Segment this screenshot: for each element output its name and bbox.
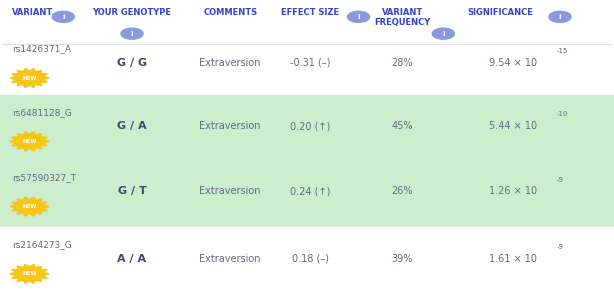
Text: NEW: NEW bbox=[22, 204, 37, 209]
Text: 1.61 × 10: 1.61 × 10 bbox=[489, 254, 537, 263]
Text: G / T: G / T bbox=[118, 186, 146, 196]
Text: Extraversion: Extraversion bbox=[200, 58, 261, 68]
Text: YOUR GENOTYPE: YOUR GENOTYPE bbox=[93, 8, 171, 17]
Text: i: i bbox=[559, 14, 561, 20]
Text: Extraversion: Extraversion bbox=[200, 254, 261, 263]
Text: 26%: 26% bbox=[391, 186, 413, 196]
Text: Extraversion: Extraversion bbox=[200, 186, 261, 196]
Text: Extraversion: Extraversion bbox=[200, 121, 261, 131]
Text: COMMENTS: COMMENTS bbox=[203, 8, 257, 17]
Text: NEW: NEW bbox=[22, 271, 37, 276]
Text: 45%: 45% bbox=[391, 121, 413, 131]
FancyBboxPatch shape bbox=[0, 95, 614, 162]
Text: -9: -9 bbox=[557, 244, 564, 250]
Text: VARIANT: VARIANT bbox=[12, 8, 53, 17]
Polygon shape bbox=[10, 69, 49, 88]
Text: 0.18 (–): 0.18 (–) bbox=[292, 254, 328, 263]
Polygon shape bbox=[10, 197, 49, 216]
Text: EFFECT SIZE: EFFECT SIZE bbox=[281, 8, 339, 17]
Text: i: i bbox=[62, 14, 64, 20]
Text: G / A: G / A bbox=[117, 121, 147, 131]
Text: NEW: NEW bbox=[22, 76, 37, 80]
Text: SIGNIFICANCE: SIGNIFICANCE bbox=[467, 8, 534, 17]
Text: i: i bbox=[131, 31, 133, 37]
Text: 1.26 × 10: 1.26 × 10 bbox=[489, 186, 537, 196]
Circle shape bbox=[348, 11, 370, 22]
Text: G / G: G / G bbox=[117, 58, 147, 68]
Text: rs2164273_G: rs2164273_G bbox=[12, 240, 72, 249]
Text: rs57590327_T: rs57590327_T bbox=[12, 173, 76, 182]
Text: 5.44 × 10: 5.44 × 10 bbox=[489, 121, 537, 131]
Circle shape bbox=[52, 11, 74, 22]
Polygon shape bbox=[10, 264, 49, 283]
Text: 28%: 28% bbox=[391, 58, 413, 68]
Text: -9: -9 bbox=[557, 177, 564, 183]
Text: -10: -10 bbox=[557, 111, 569, 118]
Text: A / A: A / A bbox=[117, 254, 147, 263]
Text: i: i bbox=[357, 14, 360, 20]
Text: 9.54 × 10: 9.54 × 10 bbox=[489, 58, 537, 68]
Circle shape bbox=[549, 11, 571, 22]
Text: 0.24 (↑): 0.24 (↑) bbox=[290, 186, 330, 196]
Circle shape bbox=[432, 28, 454, 39]
Text: -15: -15 bbox=[557, 48, 569, 54]
Text: 39%: 39% bbox=[392, 254, 413, 263]
Circle shape bbox=[121, 28, 143, 39]
Text: VARIANT
FREQUENCY: VARIANT FREQUENCY bbox=[374, 8, 430, 28]
FancyBboxPatch shape bbox=[0, 160, 614, 227]
Text: rs6481128_G: rs6481128_G bbox=[12, 108, 72, 117]
Text: 0.20 (↑): 0.20 (↑) bbox=[290, 121, 330, 131]
Text: rs1426371_A: rs1426371_A bbox=[12, 44, 71, 54]
Text: NEW: NEW bbox=[22, 139, 37, 144]
Polygon shape bbox=[10, 132, 49, 151]
Text: i: i bbox=[442, 31, 445, 37]
Text: -0.31 (–): -0.31 (–) bbox=[290, 58, 330, 68]
